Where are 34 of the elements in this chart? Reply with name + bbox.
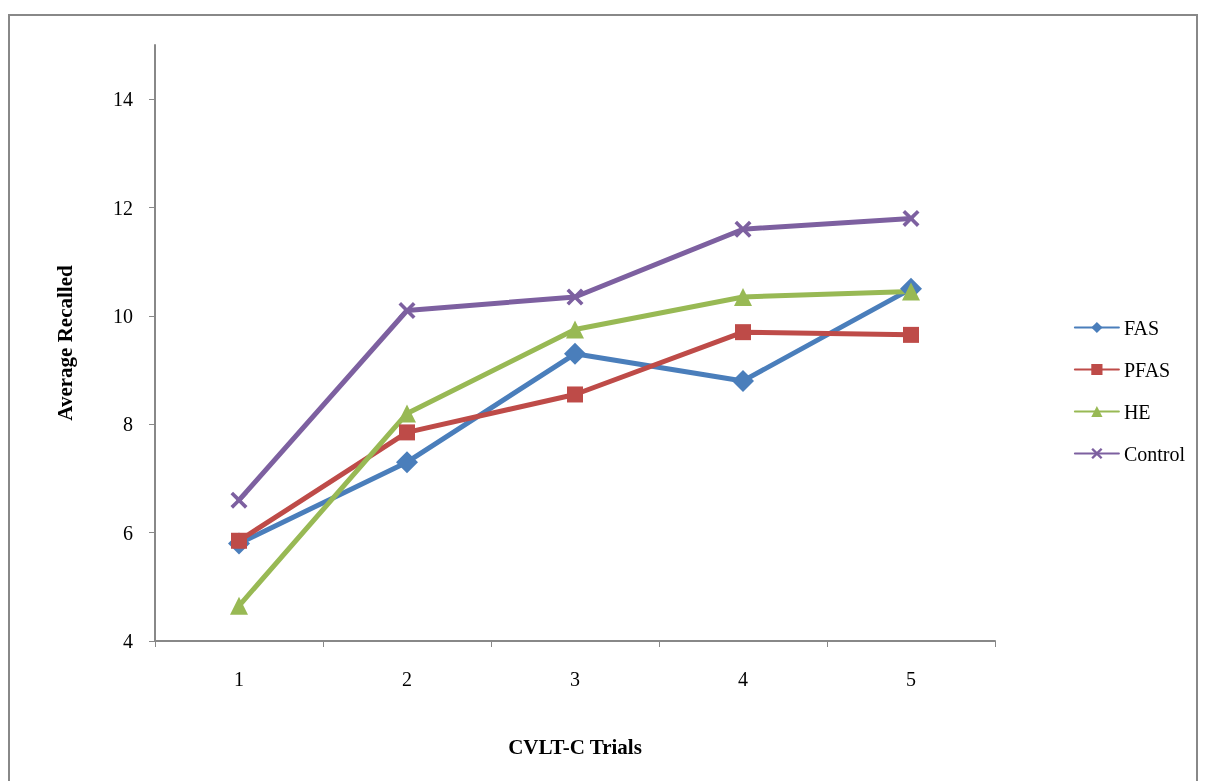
point (902, 209, 920, 227)
point (567, 386, 583, 403)
point (734, 220, 752, 238)
x-axis-title: CVLT-C Trials (508, 734, 642, 759)
point (564, 342, 586, 365)
point (398, 301, 416, 319)
x-tick-label: 2 (402, 668, 412, 690)
point (398, 404, 416, 423)
x-tick-label: 4 (738, 668, 748, 690)
point (396, 451, 418, 474)
point (230, 596, 248, 615)
y-tick-label: 12 (113, 196, 133, 219)
y-tick-label: 6 (123, 521, 133, 544)
point (566, 288, 584, 306)
y-tick-label: 14 (113, 88, 133, 111)
legend-label: HE (1123, 400, 1151, 423)
legend-label: FAS (1123, 316, 1160, 339)
y-tick-label: 4 (123, 630, 133, 652)
legend-label: PFAS (1123, 358, 1171, 381)
x-tick-label: 1 (234, 668, 244, 690)
x-tick-label: 5 (906, 668, 916, 690)
point (566, 320, 584, 339)
x-tick-label: 3 (570, 668, 580, 690)
point (732, 369, 754, 392)
point (903, 326, 919, 343)
y-tick-label: 10 (113, 304, 133, 327)
point (734, 287, 752, 306)
y-tick-label: 8 (123, 413, 133, 436)
y-axis-title: Average Recalled (52, 265, 77, 421)
point (735, 324, 751, 341)
point (230, 491, 248, 509)
point (399, 424, 415, 441)
point (902, 282, 920, 301)
legend-label: Control (1123, 442, 1186, 465)
